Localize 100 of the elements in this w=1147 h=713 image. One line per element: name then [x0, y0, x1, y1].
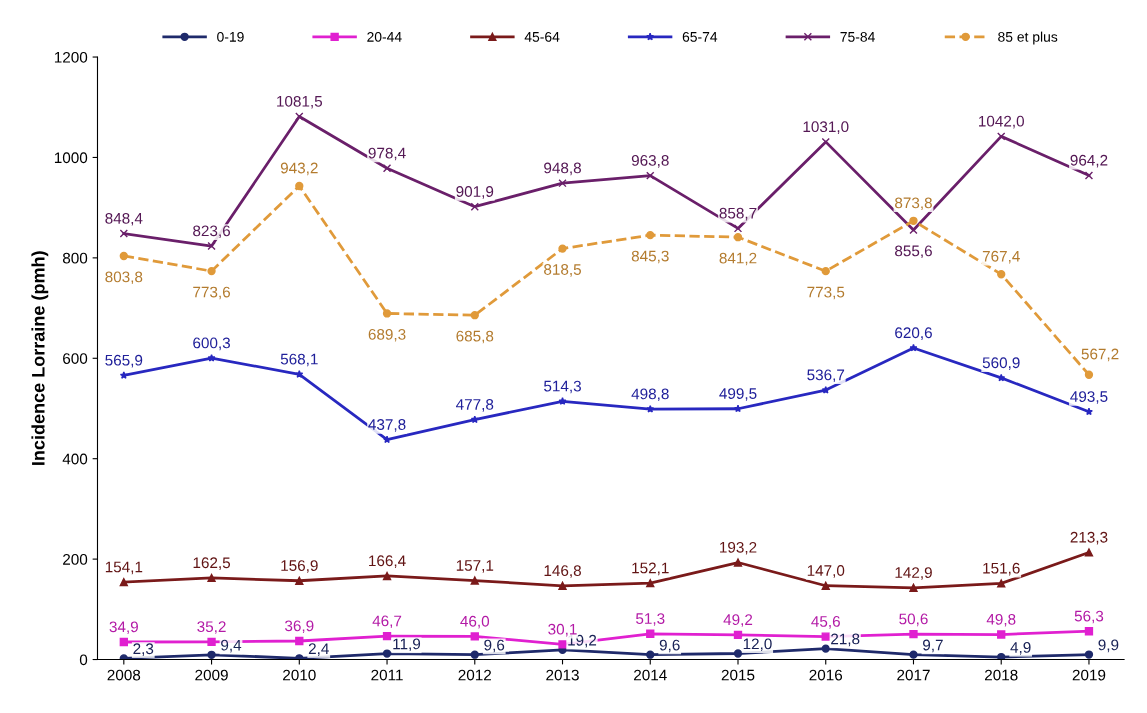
data-label: 620,6: [895, 327, 932, 340]
point: [558, 244, 567, 253]
point: [119, 577, 128, 587]
point: [119, 371, 128, 379]
point: [207, 241, 216, 251]
point: [558, 640, 567, 649]
data-label: 493,5: [1070, 391, 1108, 404]
data-label: 855,6: [895, 245, 932, 259]
point: [1084, 407, 1093, 416]
point: [646, 404, 655, 413]
point: [909, 650, 918, 659]
data-label: 154,1: [105, 561, 143, 575]
data-label: 689,3: [368, 328, 406, 342]
data-label: 818,5: [544, 264, 581, 277]
data-label: 823,6: [193, 225, 230, 239]
data-label: 767,4: [982, 250, 1020, 264]
data-label: 845,3: [631, 250, 669, 264]
data-label: 157,1: [456, 560, 494, 573]
data-label: 1031,0: [803, 121, 849, 134]
legend-label: 65-74: [682, 31, 718, 42]
point: [470, 202, 479, 211]
legend-label: 85 et plus: [998, 31, 1058, 45]
point: [207, 650, 216, 659]
point: [470, 650, 479, 659]
data-label: 2,3: [133, 643, 154, 656]
x-tick-label: 2015: [721, 669, 755, 681]
y-tick-label: 1000: [54, 152, 88, 164]
point: [382, 309, 392, 318]
legend-label: 45-64: [524, 31, 560, 42]
data-label: 848,4: [105, 212, 143, 226]
point: [646, 629, 655, 638]
point: [382, 631, 392, 641]
data-label: 901,9: [456, 186, 494, 199]
x-tick-label: 2017: [897, 669, 930, 681]
point: [470, 415, 479, 424]
point: [1084, 370, 1094, 379]
point: [470, 311, 479, 320]
data-label: 9,7: [923, 639, 943, 653]
data-label: 49,2: [723, 614, 753, 627]
point: [733, 558, 743, 567]
data-label: 9,6: [484, 639, 505, 653]
point: [558, 581, 567, 590]
point: [821, 632, 830, 641]
point: [821, 267, 830, 276]
data-label: 162,5: [193, 557, 231, 570]
data-label: 963,8: [631, 155, 669, 168]
data-label: 841,2: [719, 252, 757, 266]
x-tick-label: 2008: [107, 669, 141, 681]
data-label: 166,4: [369, 555, 406, 568]
legend-label: 20-44: [367, 31, 402, 42]
data-label: 536,7: [807, 369, 845, 383]
data-label: 600,3: [193, 337, 230, 351]
point: [821, 644, 830, 653]
point: [733, 649, 743, 658]
data-label: 498,8: [631, 388, 669, 402]
point: [733, 224, 743, 233]
x-tick-label: 2013: [546, 669, 579, 681]
data-label: 147,0: [807, 565, 845, 578]
data-label: 4,9: [1010, 642, 1031, 655]
point: [207, 353, 216, 362]
data-label: 560,9: [982, 357, 1020, 370]
data-label: 858,7: [719, 207, 757, 221]
data-label: 46,0: [460, 615, 490, 629]
data-label: 477,8: [456, 399, 494, 412]
data-label: 46,7: [372, 615, 402, 629]
y-axis-title: Incidence Lorraine (pmh): [31, 251, 49, 465]
data-label: 11,9: [393, 638, 421, 652]
data-label: 943,2: [280, 162, 318, 176]
data-label: 773,5: [807, 286, 845, 300]
point: [1084, 650, 1094, 659]
point: [646, 578, 655, 588]
data-label: 568,1: [280, 353, 318, 367]
y-tick-label: 1200: [54, 51, 88, 63]
y-tick-label: 600: [63, 353, 88, 364]
data-label: 35,2: [197, 621, 226, 634]
point: [997, 270, 1006, 279]
data-label: 156,9: [281, 560, 318, 573]
point: [821, 581, 830, 590]
x-tick-label: 2011: [371, 669, 403, 681]
x-tick-label: 2018: [985, 669, 1018, 681]
data-label: 152,1: [632, 562, 669, 576]
point: [1084, 627, 1094, 636]
point: [295, 112, 304, 121]
x-tick-label: 2014: [634, 669, 667, 681]
data-label: 213,3: [1070, 531, 1108, 545]
point: [997, 630, 1006, 639]
data-label: 50,6: [899, 613, 928, 627]
data-label: 34,9: [109, 621, 138, 635]
x-tick-label: 2019: [1072, 669, 1106, 681]
point: [295, 181, 304, 191]
y-tick-label: 400: [62, 453, 88, 465]
data-label: 142,9: [895, 567, 932, 580]
point: [821, 385, 830, 394]
point: [646, 171, 655, 180]
data-label: 49,8: [986, 613, 1016, 627]
data-label: 978,4: [368, 147, 406, 161]
data-label: 146,8: [544, 565, 581, 578]
data-label: 9,4: [221, 639, 242, 653]
point: [119, 251, 128, 261]
y-tick-label: 0: [79, 654, 88, 666]
